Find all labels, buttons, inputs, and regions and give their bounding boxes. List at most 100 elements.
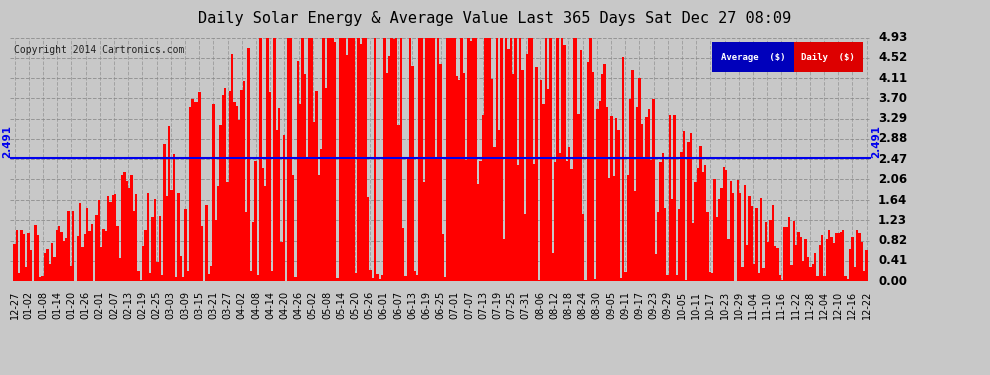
Bar (706, 212, 709, 281)
Bar (65, 238, 67, 281)
Bar (212, 104, 215, 281)
Bar (725, 171, 728, 281)
Bar (556, 38, 558, 281)
Bar (163, 144, 165, 281)
Bar (606, 106, 608, 281)
Text: 4.11: 4.11 (878, 72, 907, 84)
Bar (37, 234, 40, 281)
Bar (692, 223, 695, 281)
Bar (558, 153, 561, 281)
Bar (465, 159, 467, 281)
Bar (280, 242, 282, 281)
Bar (124, 172, 126, 281)
Bar (16, 230, 18, 281)
Bar (783, 227, 786, 281)
Bar (109, 202, 112, 281)
Bar (481, 115, 484, 281)
Bar (591, 72, 594, 281)
Text: 3.70: 3.70 (878, 92, 907, 105)
Text: 1.64: 1.64 (878, 194, 908, 207)
Bar (486, 38, 488, 281)
Bar (786, 227, 788, 281)
Bar (419, 38, 421, 281)
Bar (79, 204, 81, 281)
Bar (853, 267, 856, 281)
Bar (683, 131, 685, 281)
Bar (301, 38, 304, 281)
Bar (249, 271, 252, 281)
Bar (128, 188, 131, 281)
Bar (140, 280, 143, 281)
Bar (467, 38, 470, 281)
Bar (334, 42, 337, 281)
Bar (290, 38, 292, 281)
Bar (629, 99, 632, 281)
Bar (798, 232, 800, 281)
Bar (268, 93, 271, 281)
Bar (510, 38, 512, 281)
Bar (409, 38, 411, 281)
Bar (227, 182, 229, 281)
Text: 2.491: 2.491 (871, 125, 881, 158)
Bar (596, 108, 599, 281)
Bar (737, 180, 739, 281)
Bar (158, 216, 160, 281)
Bar (143, 246, 145, 281)
Bar (294, 277, 297, 281)
Bar (474, 38, 477, 281)
Bar (760, 198, 762, 281)
Bar (156, 262, 158, 281)
Bar (327, 38, 330, 281)
Bar (352, 38, 355, 281)
Bar (582, 214, 584, 281)
Bar (788, 217, 790, 281)
Bar (35, 225, 37, 281)
Bar (730, 181, 732, 281)
Bar (781, 280, 783, 281)
Bar (814, 254, 816, 281)
Bar (709, 272, 711, 281)
Bar (88, 231, 91, 281)
Bar (594, 279, 596, 281)
Bar (517, 165, 519, 281)
Text: Average  ($): Average ($) (721, 53, 785, 62)
Bar (728, 239, 730, 281)
Bar (828, 230, 831, 281)
Bar (661, 153, 664, 281)
Bar (531, 38, 533, 281)
Bar (332, 38, 334, 281)
Bar (538, 280, 540, 281)
Bar (32, 280, 35, 281)
Text: 0.00: 0.00 (878, 275, 907, 288)
Bar (615, 118, 617, 281)
Text: Daily  ($): Daily ($) (801, 53, 855, 62)
Bar (21, 230, 23, 281)
Bar (793, 222, 795, 281)
Bar (477, 184, 479, 281)
Bar (753, 264, 755, 281)
Bar (342, 38, 344, 281)
Text: 2.06: 2.06 (878, 173, 907, 186)
Bar (767, 242, 769, 281)
Bar (587, 62, 589, 281)
Bar (285, 280, 287, 281)
Bar (622, 57, 625, 281)
Bar (256, 275, 259, 281)
Bar (617, 130, 620, 281)
Bar (252, 222, 254, 281)
Bar (271, 271, 273, 281)
Bar (105, 231, 107, 281)
Bar (776, 248, 779, 281)
Bar (568, 147, 570, 281)
Bar (91, 224, 93, 281)
Bar (800, 237, 802, 281)
Bar (135, 194, 138, 281)
Bar (779, 275, 781, 281)
Bar (570, 169, 573, 281)
Bar (184, 209, 186, 281)
Bar (362, 38, 364, 281)
Bar (824, 276, 826, 281)
Bar (440, 64, 442, 281)
Bar (721, 188, 723, 281)
Bar (664, 208, 666, 281)
